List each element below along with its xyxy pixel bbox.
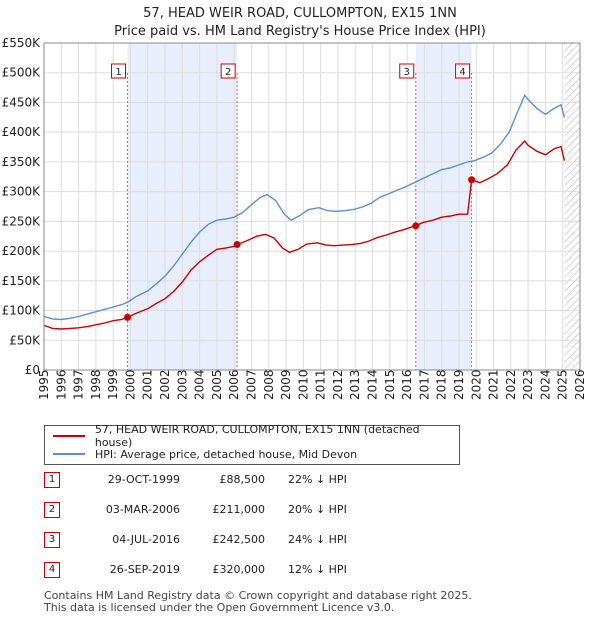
sale-date: 26-SEP-2019	[109, 563, 180, 576]
x-tick-label: 2004	[193, 369, 207, 400]
x-tick-label: 2026	[573, 369, 587, 400]
sale-row: 1 29-OCT-1999 £88,500 22% ↓ HPI	[0, 472, 600, 494]
x-tick-label: 2016	[400, 369, 414, 400]
sale-point	[468, 176, 476, 184]
sale-number-badge: 3	[44, 532, 60, 548]
y-tick-label: £0	[25, 363, 40, 377]
x-tick-label: 1997	[72, 369, 86, 400]
legend-property-line	[53, 435, 85, 437]
hpi-line	[43, 93, 566, 321]
sale-price: £320,000	[212, 563, 266, 576]
y-tick-label: £450K	[2, 95, 42, 109]
sale-date: 03-MAR-2006	[105, 503, 180, 516]
chart-title-line1: 57, HEAD WEIR ROAD, CULLOMPTON, EX15 1NN	[143, 6, 457, 21]
x-tick-label: 2002	[158, 369, 172, 400]
sale-hpi-diff: 24% ↓ HPI	[288, 533, 347, 546]
x-tick-label: 2025	[556, 369, 570, 400]
y-tick-label: £50K	[9, 333, 41, 347]
sale-hpi-diff: 20% ↓ HPI	[288, 503, 347, 516]
x-tick-label: 2015	[383, 369, 397, 400]
sale-date: 29-OCT-1999	[107, 473, 180, 486]
sale-marker-label: 4	[459, 67, 465, 78]
x-tick-label: 2019	[452, 369, 466, 400]
sale-price: £242,500	[212, 533, 266, 546]
footer-attribution: Contains HM Land Registry data © Crown c…	[44, 590, 472, 614]
sale-point	[412, 222, 420, 230]
x-tick-label: 2021	[487, 369, 501, 400]
sale-marker-label: 1	[115, 67, 121, 78]
x-tick-label: 2003	[175, 369, 189, 400]
y-tick-label: £200K	[2, 244, 42, 258]
x-tick-label: 2011	[314, 369, 328, 400]
x-tick-label: 2024	[538, 369, 552, 400]
x-tick-label: 2009	[279, 369, 293, 400]
x-tick-label: 2017	[417, 369, 431, 400]
legend-item-hpi: HPI: Average price, detached house, Mid …	[53, 446, 357, 462]
sale-hpi-diff: 12% ↓ HPI	[288, 563, 347, 576]
sale-number-badge: 4	[44, 562, 60, 578]
y-tick-label: £350K	[2, 155, 42, 169]
plot-area	[44, 43, 580, 370]
x-tick-label: 2008	[262, 369, 276, 400]
y-tick-label: £100K	[2, 304, 42, 318]
x-tick-label: 2018	[435, 369, 449, 400]
sale-row: 4 26-SEP-2019 £320,000 12% ↓ HPI	[0, 562, 600, 584]
x-tick-label: 2022	[504, 369, 518, 400]
hatched-area	[564, 43, 580, 370]
y-tick-label: £150K	[2, 274, 42, 288]
y-tick-label: £400K	[2, 125, 42, 139]
x-tick-label: 2023	[521, 369, 535, 400]
x-tick-label: 2007	[244, 369, 258, 400]
sale-price: £211,000	[212, 503, 266, 516]
plot-frame	[43, 42, 581, 371]
sale-marker-label: 2	[225, 67, 231, 78]
legend-item-property: 57, HEAD WEIR ROAD, CULLOMPTON, EX15 1NN…	[53, 423, 459, 449]
y-tick-label: £300K	[2, 185, 42, 199]
sale-point	[233, 241, 241, 249]
x-tick-label: 2013	[348, 369, 362, 400]
property-price-line	[43, 140, 566, 330]
y-tick-label: £550K	[2, 36, 42, 50]
x-tick-label: 2000	[123, 369, 137, 400]
x-tick-label: 2005	[210, 369, 224, 400]
shaded-period	[415, 43, 472, 370]
footer-line1: Contains HM Land Registry data © Crown c…	[44, 589, 472, 602]
y-tick-label: £500K	[2, 66, 42, 80]
x-tick-label: 2020	[469, 369, 483, 400]
x-tick-label: 2012	[331, 369, 345, 400]
x-tick-label: 2001	[141, 369, 155, 400]
sale-hpi-diff: 22% ↓ HPI	[288, 473, 347, 486]
sale-date: 04-JUL-2016	[112, 533, 180, 546]
sale-number-badge: 1	[44, 472, 60, 488]
chart-title-line2: Price paid vs. HM Land Registry's House …	[114, 24, 486, 39]
sale-marker-box	[455, 63, 471, 79]
sale-point	[124, 313, 132, 321]
x-tick-label: 2010	[296, 369, 310, 400]
y-tick-label: £250K	[2, 214, 42, 228]
sale-number-badge: 2	[44, 502, 60, 518]
sale-marker-label: 3	[404, 67, 410, 78]
sale-row: 2 03-MAR-2006 £211,000 20% ↓ HPI	[0, 502, 600, 524]
x-tick-label: 1999	[106, 369, 120, 400]
x-tick-label: 2014	[366, 369, 380, 400]
sale-marker-box	[111, 63, 127, 79]
price-chart: 1 2 3 4 £0 £50K £100K £150K £200K £250K £300K £350K…	[2, 36, 587, 400]
sale-marker-box	[220, 63, 236, 79]
legend-hpi-line	[53, 453, 85, 455]
x-tick-label: 1996	[54, 369, 68, 400]
x-tick-label: 1998	[89, 369, 103, 400]
legend-property-label: 57, HEAD WEIR ROAD, CULLOMPTON, EX15 1NN…	[94, 423, 420, 449]
x-tick-label: 1995	[37, 369, 51, 400]
x-tick-label: 2006	[227, 369, 241, 400]
legend-hpi-label: HPI: Average price, detached house, Mid …	[95, 447, 358, 461]
sale-price: £88,500	[219, 473, 266, 486]
sale-row: 3 04-JUL-2016 £242,500 24% ↓ HPI	[0, 532, 600, 554]
footer-line2: This data is licensed under the Open Gov…	[44, 601, 395, 614]
legend: 57, HEAD WEIR ROAD, CULLOMPTON, EX15 1NN…	[44, 423, 460, 465]
sale-marker-box	[399, 63, 415, 79]
